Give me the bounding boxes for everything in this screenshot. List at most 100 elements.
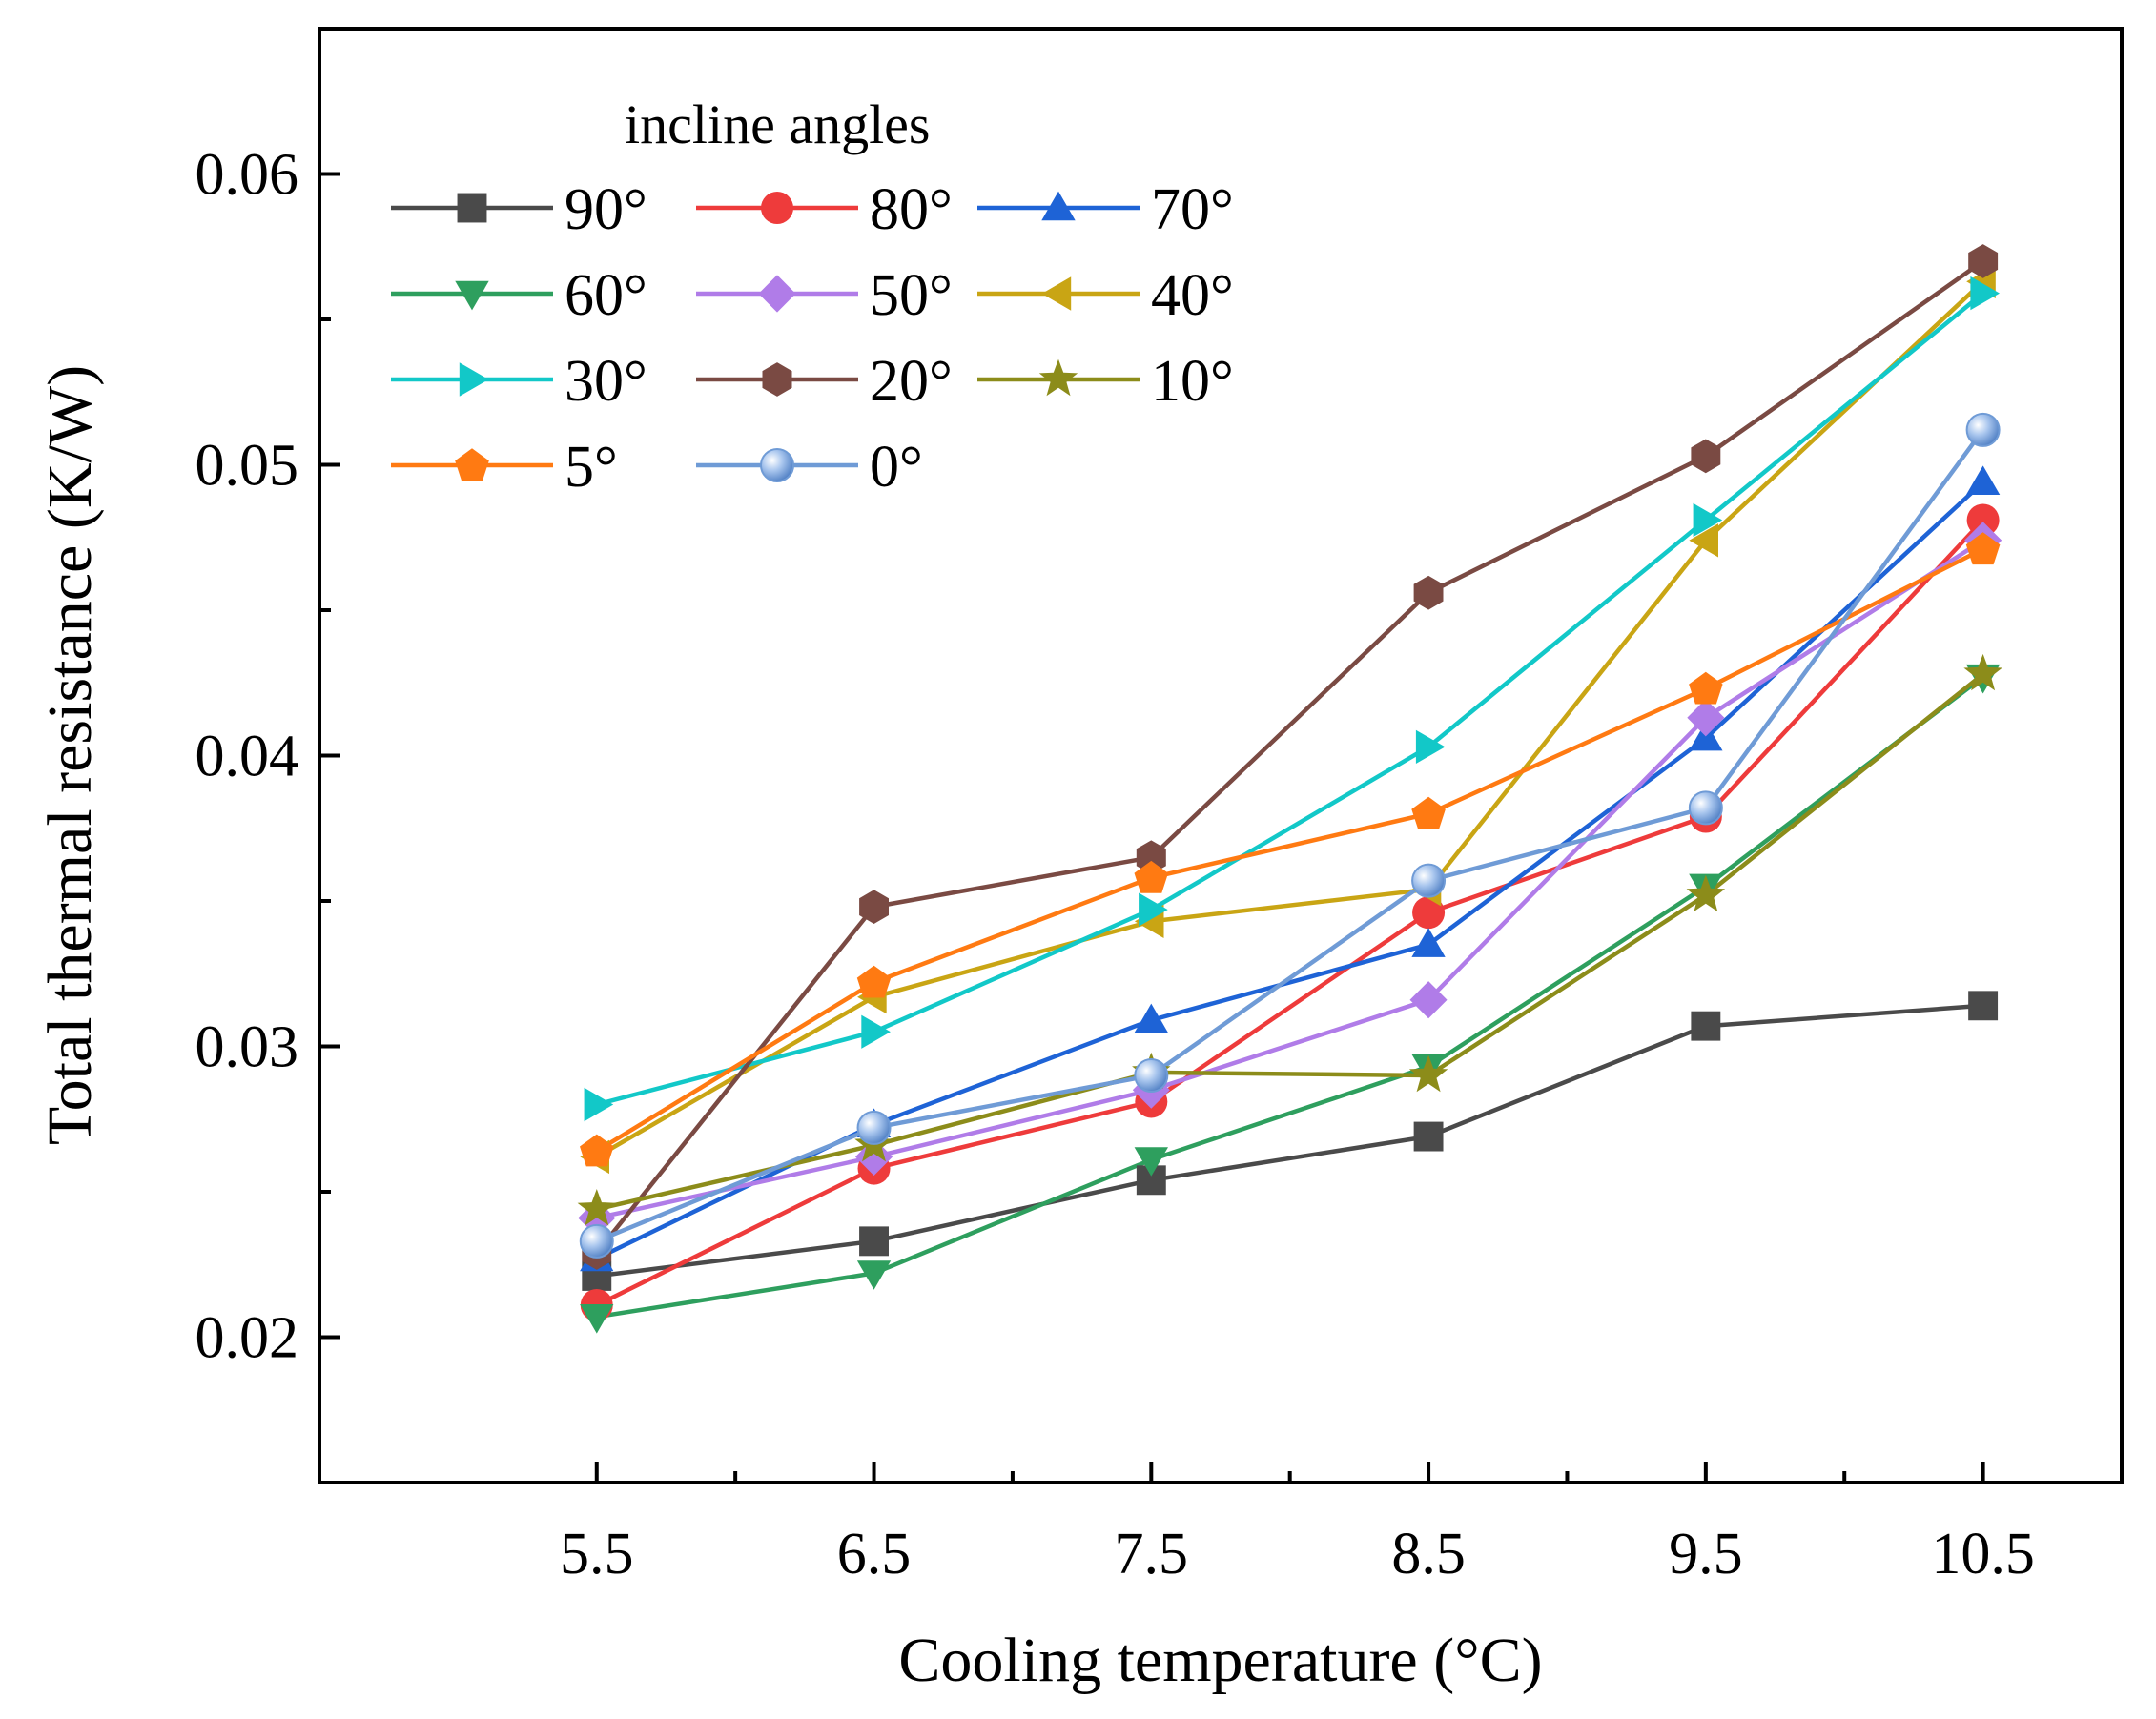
series-line-50 [596, 538, 1984, 1220]
legend-item-5: 5° [391, 435, 618, 500]
legend-item-30: 30° [391, 349, 647, 414]
series-line-40 [595, 279, 1985, 1159]
series-line-5 [595, 546, 1984, 1154]
series-line-60 [596, 675, 1984, 1320]
data-point-10 [1686, 874, 1726, 912]
y-axis-ticks: 0.02 0.03 0.04 0.05 0.06 [195, 27, 340, 1484]
data-point-30 [1693, 502, 1723, 538]
series-line-0 [595, 428, 1985, 1243]
y-tick-label: 0.05 [195, 434, 299, 499]
legend-label: 5° [565, 435, 618, 500]
legend-label: 90° [565, 177, 647, 242]
legend-label: 10° [1151, 349, 1234, 414]
data-point-30 [584, 1087, 614, 1122]
series-line-20 [595, 259, 1984, 1255]
legend-item-90: 90° [391, 177, 647, 242]
data-point-30 [1415, 729, 1446, 764]
data-point-70 [1134, 1003, 1168, 1033]
data-point-90 [1413, 1121, 1444, 1152]
x-tick-label: 7.5 [1115, 1522, 1189, 1586]
data-point-5 [1689, 671, 1723, 705]
y-tick-label: 0.03 [195, 1015, 299, 1080]
data-point-5 [856, 965, 892, 998]
legend-label: 70° [1151, 177, 1234, 242]
legend-item-60: 60° [391, 263, 647, 328]
data-point-70 [1965, 465, 2001, 495]
legend-title: incline angles [625, 93, 931, 155]
legend-label: 80° [870, 177, 953, 242]
legend-item-80: 80° [696, 177, 953, 242]
legend-marker [1041, 191, 1076, 221]
legend-label: 0° [870, 435, 923, 500]
legend-item-40: 40° [977, 263, 1234, 328]
data-point-90 [1691, 1011, 1721, 1041]
legend-item-50: 50° [696, 263, 953, 328]
data-point-30 [861, 1014, 891, 1049]
data-point-50 [1409, 981, 1448, 1019]
data-point-0 [579, 1223, 614, 1259]
x-tick-label: 9.5 [1669, 1522, 1743, 1586]
data-point-60 [580, 1304, 614, 1334]
legend-label: 30° [565, 349, 647, 414]
legend-marker [761, 192, 793, 224]
x-tick-label: 8.5 [1391, 1522, 1466, 1586]
legend-label: 20° [870, 349, 953, 414]
legend-item-0: 0° [696, 435, 923, 500]
series-line-70 [595, 481, 1985, 1261]
x-axis-ticks: 5.5 6.5 7.5 8.5 9.5 10.5 [560, 1462, 2035, 1586]
data-point-90 [1968, 991, 1999, 1021]
legend-label: 60° [565, 263, 647, 328]
series-markers [577, 244, 2002, 1334]
data-point-90 [859, 1226, 889, 1257]
legend-item-10: 10° [977, 349, 1234, 414]
data-point-80 [1412, 896, 1446, 930]
legend-marker [459, 362, 489, 397]
data-point-60 [1134, 1147, 1168, 1177]
data-point-5 [580, 1134, 614, 1167]
data-point-0 [1688, 790, 1723, 826]
y-axis-title: Total thermal resistance (K/W) [35, 365, 105, 1145]
legend-marker [1038, 358, 1078, 397]
legend-label: 40° [1151, 263, 1234, 328]
y-tick-label: 0.02 [195, 1306, 299, 1371]
y-tick-label: 0.04 [195, 725, 299, 789]
legend-marker [1041, 276, 1072, 311]
data-point-20 [1136, 840, 1166, 875]
data-point-5 [1134, 860, 1169, 893]
data-point-0 [1965, 412, 2001, 447]
series-line-30 [596, 291, 1985, 1107]
data-point-70 [1411, 928, 1446, 957]
data-point-20 [1413, 575, 1444, 610]
data-point-0 [1134, 1058, 1169, 1093]
data-point-30 [1970, 276, 2000, 311]
data-point-40 [1689, 523, 1718, 558]
legend-marker [457, 193, 487, 223]
data-point-5 [1411, 796, 1446, 829]
series-line-10 [596, 672, 1985, 1212]
series-line-90 [596, 1003, 1983, 1279]
legend: incline angles 90° 80° 70° 60° 50° 40° 30° 20° 1… [391, 93, 1234, 500]
legend-marker [455, 448, 489, 481]
series-line-80 [595, 518, 1985, 1308]
legend-marker [455, 280, 489, 311]
data-point-20 [1691, 439, 1721, 474]
data-point-10 [1408, 1054, 1448, 1093]
data-point-0 [856, 1110, 892, 1145]
data-point-20 [859, 890, 889, 924]
legend-marker [762, 362, 792, 397]
y-tick-label: 0.06 [195, 143, 299, 208]
legend-marker [760, 448, 794, 482]
legend-item-20: 20° [696, 349, 953, 414]
data-point-30 [1139, 892, 1168, 927]
x-tick-label: 10.5 [1931, 1522, 2035, 1586]
data-point-60 [856, 1260, 892, 1290]
data-point-5 [1965, 532, 2001, 565]
data-point-10 [1963, 653, 2002, 691]
data-point-20 [1968, 244, 1999, 278]
series-lines [595, 259, 1985, 1320]
data-point-0 [1411, 863, 1447, 898]
data-point-50 [855, 1137, 893, 1176]
data-point-80 [1966, 503, 2000, 537]
data-point-10 [577, 1189, 616, 1226]
legend-marker [758, 275, 796, 313]
